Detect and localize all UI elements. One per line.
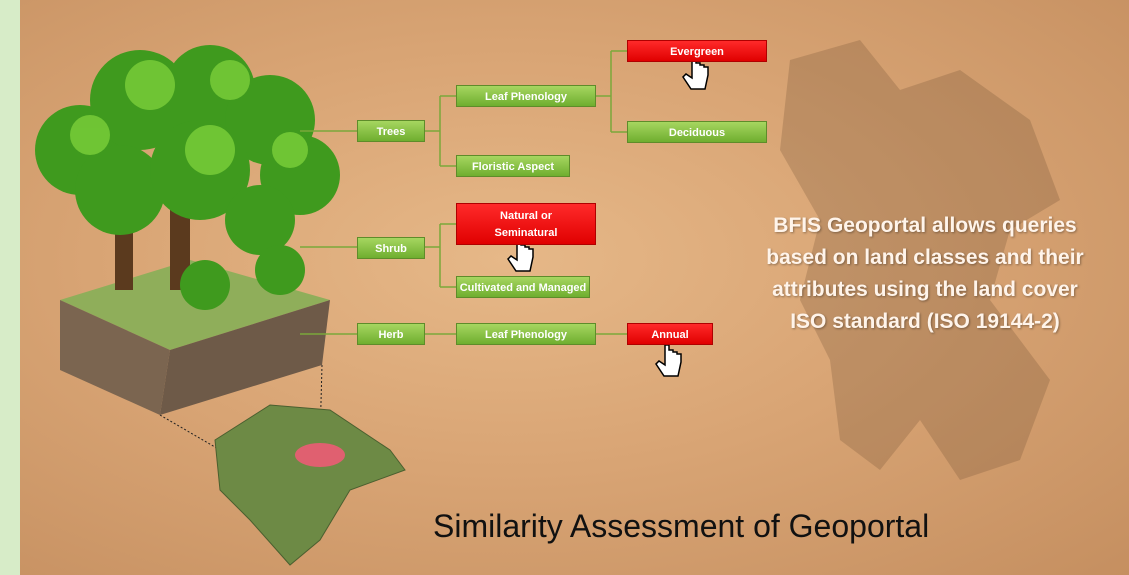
canopy xyxy=(35,45,340,310)
description: BFIS Geoportal allows queries based on l… xyxy=(735,210,1115,338)
description-line: based on land classes and their xyxy=(735,242,1115,274)
node: Herb xyxy=(357,323,425,345)
district-map xyxy=(215,405,405,565)
description-line: attributes using the land cover xyxy=(735,274,1115,306)
node: Trees xyxy=(357,120,425,142)
node: Floristic Aspect xyxy=(456,155,570,177)
node: Shrub xyxy=(357,237,425,259)
urban-area xyxy=(295,443,345,467)
node: Deciduous xyxy=(627,121,767,143)
node-selected[interactable]: Evergreen xyxy=(627,40,767,62)
description-line: ISO standard (ISO 19144-2) xyxy=(735,306,1115,338)
page: Trees Shrub Herb Leaf Phenology Floristi… xyxy=(0,0,1129,575)
node: Leaf Phenology xyxy=(456,85,596,107)
node-selected[interactable]: Annual xyxy=(627,323,713,345)
leader-line xyxy=(160,415,220,450)
slide: Trees Shrub Herb Leaf Phenology Floristi… xyxy=(0,0,1129,575)
node: Cultivated and Managed xyxy=(456,276,590,298)
node: Leaf Phenology xyxy=(456,323,596,345)
node-selected[interactable]: Natural or Seminatural xyxy=(456,203,596,245)
caption: Similarity Assessment of Geoportal xyxy=(433,508,929,545)
description-line: BFIS Geoportal allows queries xyxy=(735,210,1115,242)
